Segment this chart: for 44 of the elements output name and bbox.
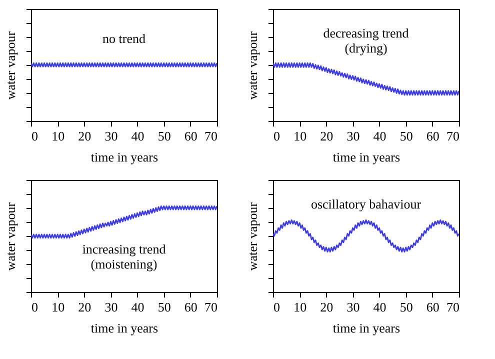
x-tick-label: 10 bbox=[52, 128, 65, 144]
x-tick-label: 50 bbox=[400, 128, 413, 144]
x-tick-label: 40 bbox=[373, 300, 386, 314]
x-tick-label: 60 bbox=[426, 128, 440, 144]
x-axis-title: time in years bbox=[90, 150, 158, 164]
x-tick-label: 10 bbox=[52, 300, 65, 314]
x-tick-label: 30 bbox=[104, 300, 118, 314]
x-tick-label: 10 bbox=[294, 128, 307, 144]
x-tick-label: 0 bbox=[274, 300, 280, 314]
x-axis-title: time in years bbox=[332, 320, 400, 336]
x-tick-label: 50 bbox=[158, 128, 171, 144]
y-axis-title: water vapour bbox=[3, 202, 18, 271]
x-tick-label: 0 bbox=[274, 128, 280, 144]
y-axis-title: water vapour bbox=[245, 202, 260, 271]
x-tick-label: 60 bbox=[184, 128, 198, 144]
x-tick-label: 30 bbox=[346, 300, 360, 314]
x-tick-label: 70 bbox=[204, 300, 218, 314]
y-axis-title: water vapour bbox=[245, 30, 260, 100]
x-axis-title: time in years bbox=[332, 150, 400, 164]
text: decreasing trend (drying) bbox=[323, 26, 410, 56]
x-tick-label: 20 bbox=[78, 300, 92, 314]
x-tick-label: 70 bbox=[446, 128, 460, 144]
x-tick-label: 30 bbox=[104, 128, 118, 144]
text: no trend bbox=[102, 31, 146, 46]
x-axis-title: time in years bbox=[90, 320, 158, 336]
x-tick-label: 50 bbox=[400, 300, 413, 314]
x-tick-label: 40 bbox=[131, 128, 144, 144]
x-tick-label: 70 bbox=[446, 300, 460, 314]
x-tick-label: 20 bbox=[78, 128, 92, 144]
x-tick-label: 0 bbox=[32, 128, 38, 144]
x-tick-label: 60 bbox=[184, 300, 198, 314]
x-tick-label: 10 bbox=[294, 300, 307, 314]
x-tick-label: 40 bbox=[373, 128, 386, 144]
x-tick-label: 20 bbox=[320, 300, 334, 314]
x-tick-label: 20 bbox=[320, 128, 334, 144]
x-tick-label: 70 bbox=[204, 128, 218, 144]
text: oscillatory bahaviour bbox=[310, 196, 422, 212]
x-tick-label: 60 bbox=[426, 300, 440, 314]
x-tick-label: 30 bbox=[346, 128, 360, 144]
x-tick-label: 50 bbox=[158, 300, 171, 314]
x-tick-label: 40 bbox=[131, 300, 144, 314]
annotation: increasing trend (moistening) bbox=[82, 241, 166, 272]
y-axis-title: water vapour bbox=[3, 30, 18, 100]
x-tick-label: 0 bbox=[32, 300, 38, 314]
